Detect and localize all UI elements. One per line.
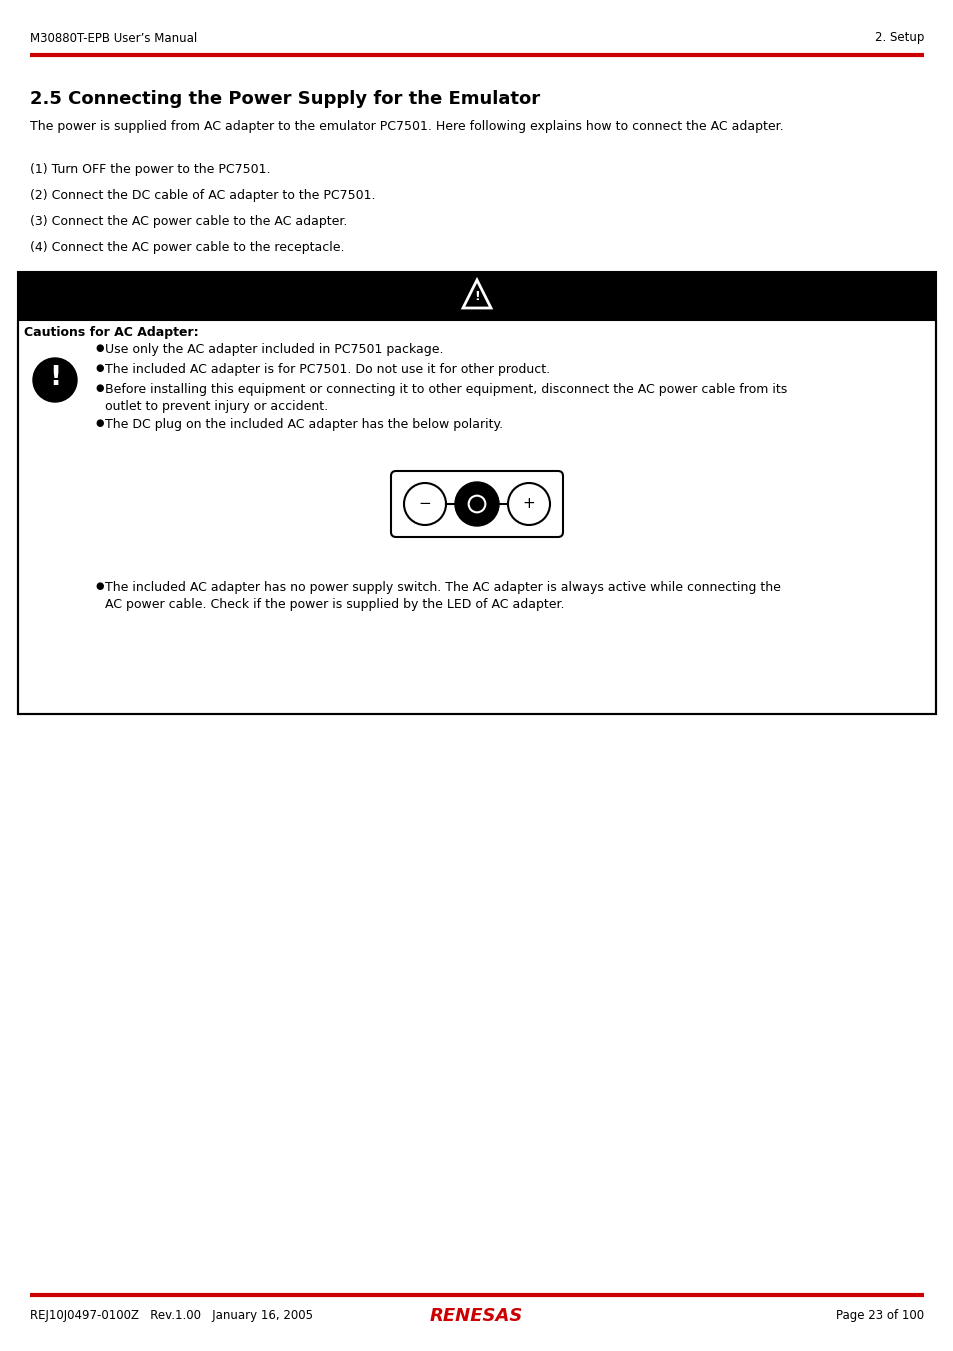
Text: RENESAS: RENESAS	[430, 1306, 523, 1325]
Text: Cautions for AC Adapter:: Cautions for AC Adapter:	[24, 326, 198, 339]
Text: +: +	[522, 497, 535, 512]
Text: ●: ●	[95, 363, 103, 373]
Text: (2) Connect the DC cable of AC adapter to the PC7501.: (2) Connect the DC cable of AC adapter t…	[30, 189, 375, 203]
Text: Use only the AC adapter included in PC7501 package.: Use only the AC adapter included in PC75…	[105, 343, 443, 357]
Text: outlet to prevent injury or accident.: outlet to prevent injury or accident.	[105, 400, 328, 413]
Text: M30880T-EPB User’s Manual: M30880T-EPB User’s Manual	[30, 31, 197, 45]
Circle shape	[33, 358, 77, 403]
Text: The DC plug on the included AC adapter has the below polarity.: The DC plug on the included AC adapter h…	[105, 417, 502, 431]
Circle shape	[455, 482, 498, 526]
Text: ●: ●	[95, 417, 103, 428]
Text: ●: ●	[95, 343, 103, 353]
Text: !: !	[474, 290, 479, 304]
Text: (4) Connect the AC power cable to the receptacle.: (4) Connect the AC power cable to the re…	[30, 240, 344, 254]
Text: ●: ●	[95, 382, 103, 393]
Text: Before installing this equipment or connecting it to other equipment, disconnect: Before installing this equipment or conn…	[105, 382, 786, 396]
FancyBboxPatch shape	[391, 471, 562, 536]
Text: Page 23 of 100: Page 23 of 100	[835, 1309, 923, 1323]
Bar	[18, 272, 935, 713]
Text: The included AC adapter is for PC7501. Do not use it for other product.: The included AC adapter is for PC7501. D…	[105, 363, 550, 376]
Text: 2. Setup: 2. Setup	[874, 31, 923, 45]
Text: ●: ●	[95, 581, 103, 590]
Text: The power is supplied from AC adapter to the emulator PC7501. Here following exp: The power is supplied from AC adapter to…	[30, 120, 782, 132]
Text: REJ10J0497-0100Z   Rev.1.00   January 16, 2005: REJ10J0497-0100Z Rev.1.00 January 16, 20…	[30, 1309, 313, 1323]
Bar	[18, 320, 935, 713]
Text: −: −	[418, 497, 431, 512]
Text: 2.5 Connecting the Power Supply for the Emulator: 2.5 Connecting the Power Supply for the …	[30, 91, 539, 108]
Text: The included AC adapter has no power supply switch. The AC adapter is always act: The included AC adapter has no power sup…	[105, 581, 781, 594]
Text: (1) Turn OFF the power to the PC7501.: (1) Turn OFF the power to the PC7501.	[30, 163, 271, 176]
Text: (3) Connect the AC power cable to the AC adapter.: (3) Connect the AC power cable to the AC…	[30, 215, 347, 228]
Text: AC power cable. Check if the power is supplied by the LED of AC adapter.: AC power cable. Check if the power is su…	[105, 598, 564, 611]
Text: !: !	[49, 365, 61, 390]
Bar	[18, 272, 935, 320]
